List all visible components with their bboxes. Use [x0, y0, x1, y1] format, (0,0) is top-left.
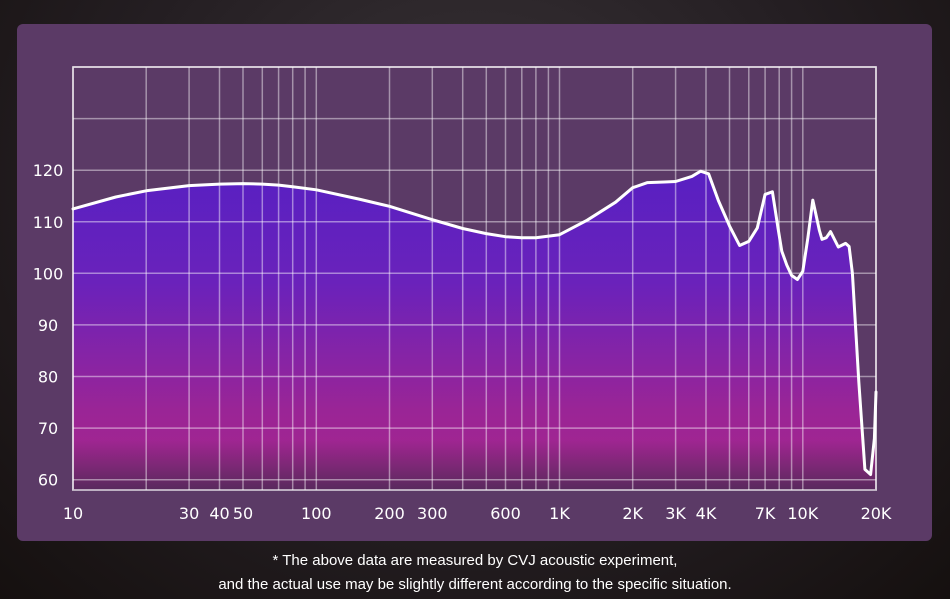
y-tick-label: 100 [33, 264, 64, 283]
x-tick-label: 40 [209, 504, 229, 523]
x-tick-label: 30 [179, 504, 199, 523]
y-axis-ticks: 60 70 80 90 100 110 120 [33, 161, 64, 490]
x-tick-label: 10K [787, 504, 818, 523]
x-tick-label: 1K [549, 504, 570, 523]
plot-border [72, 66, 877, 491]
x-tick-label: 20K [861, 504, 892, 523]
x-tick-label: 100 [301, 504, 332, 523]
x-tick-label: 300 [417, 504, 448, 523]
y-tick-label: 110 [33, 213, 64, 232]
x-tick-label: 3K [665, 504, 686, 523]
x-tick-label: 600 [490, 504, 521, 523]
y-tick-label: 70 [38, 419, 58, 438]
x-axis-ticks: 10 30 40 50 100 200 300 600 1K 2K 3K 4K 7K 10K 20K [63, 504, 892, 523]
bottom-fade [73, 440, 876, 490]
grid-lines [72, 66, 877, 491]
x-tick-label: 2K [622, 504, 643, 523]
x-tick-label: 50 [233, 504, 253, 523]
y-tick-label: 120 [33, 161, 64, 180]
response-area-fill [73, 171, 876, 490]
y-tick-label: 90 [38, 316, 58, 335]
footnote-line-1: * The above data are measured by CVJ aco… [272, 552, 678, 569]
x-tick-label: 200 [374, 504, 405, 523]
response-curve-line [71, 169, 878, 476]
footnote-line-2: and the actual use may be slightly diffe… [218, 576, 732, 593]
x-tick-label: 10 [63, 504, 83, 523]
y-tick-label: 80 [38, 368, 58, 387]
x-tick-label: 7K [755, 504, 776, 523]
y-tick-label: 60 [38, 471, 58, 490]
x-tick-label: 4K [696, 504, 717, 523]
